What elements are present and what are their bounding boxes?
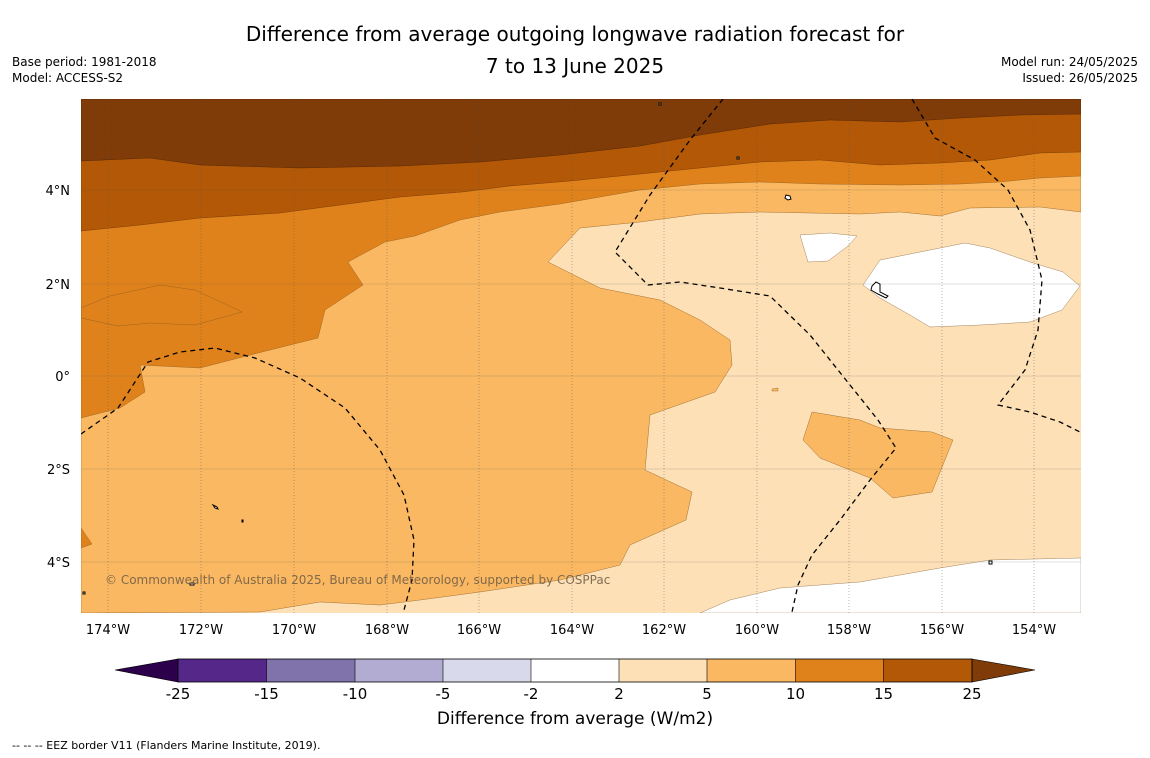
copyright-text: © Commonwealth of Australia 2025, Bureau… (105, 573, 610, 587)
issued-text: Issued: 26/05/2025 (1022, 71, 1138, 85)
region-10-to-15-sw (81, 527, 93, 549)
island-dot-4 (988, 560, 993, 565)
lon-label: 170°W (272, 623, 316, 638)
lat-label: 2°N (46, 278, 71, 293)
colorbar-tick: 2 (614, 685, 624, 703)
colorbar-swatch (443, 659, 531, 682)
colorbar-swatch (795, 659, 884, 682)
colorbar-tick: -5 (436, 685, 451, 703)
island-northern (784, 194, 792, 201)
colorbar-swatch (883, 659, 972, 682)
islands (82, 102, 993, 595)
lon-label: 172°W (179, 623, 223, 638)
island-west (211, 503, 219, 510)
colorbar-over-arrow (971, 658, 1036, 683)
colorbar: -25 -15 -10 -5 -2 2 5 10 15 25 (114, 658, 1036, 703)
colorbar-tick: 15 (874, 685, 893, 703)
gridlines (81, 99, 1081, 613)
meta-left: Base period: 1981-2018 Model: ACCESS-S2 (12, 54, 157, 86)
eez-border-east (911, 99, 1081, 433)
lon-label: 166°W (457, 623, 501, 638)
region-near-zero-north (799, 232, 858, 263)
colorbar-swatch (355, 659, 443, 682)
colorbar-swatch (266, 659, 355, 682)
lon-label: 162°W (642, 623, 686, 638)
colorbar-tick: -10 (343, 685, 368, 703)
title-line-2: 7 to 13 June 2025 (485, 54, 665, 78)
model-run-text: Model run: 24/05/2025 (1000, 55, 1138, 69)
colorbar-tick: -25 (166, 685, 191, 703)
region-25-plus (81, 99, 1081, 169)
region-near-zero-east (862, 242, 1081, 328)
region-5-to-10-dot (771, 387, 779, 392)
lon-label: 164°W (550, 623, 594, 638)
island-dot-2 (658, 102, 662, 106)
lon-label: 158°W (827, 623, 871, 638)
lon-label: 174°W (86, 623, 130, 638)
colorbar-swatch (531, 659, 619, 682)
lat-axis-labels: 4°N 2°N 0° 2°S 4°S (46, 184, 71, 571)
title-line-1: Difference from average outgoing longwav… (245, 22, 905, 46)
colorbar-tick: -2 (524, 685, 539, 703)
colorbar-tick: 5 (702, 685, 712, 703)
island-dot-3 (736, 156, 740, 160)
eez-border-west (81, 347, 415, 611)
island-sw (189, 582, 195, 586)
colorbar-title: Difference from average (W/m2) (436, 709, 714, 729)
lon-label: 154°W (1012, 623, 1056, 638)
colorbar-swatch (178, 659, 267, 682)
island-dot-1 (241, 519, 244, 523)
model-text: Model: ACCESS-S2 (12, 71, 124, 85)
eez-legend-note: -- -- -- EEZ border V11 (Flanders Marine… (12, 739, 321, 752)
lat-label: 0° (55, 370, 70, 385)
colorbar-frame (177, 658, 973, 683)
lon-label: 160°W (735, 623, 779, 638)
island-dot-5 (82, 591, 86, 595)
map-plot-area: © Commonwealth of Australia 2025, Bureau… (81, 99, 1081, 613)
lat-label: 4°N (46, 184, 71, 199)
region-5-to-10-east (802, 411, 954, 499)
colorbar-swatch (619, 659, 707, 682)
lon-label: 156°W (920, 623, 964, 638)
colorbar-swatch (707, 659, 796, 682)
lat-label: 2°S (47, 463, 70, 478)
colorbar-tick: 10 (786, 685, 805, 703)
eez-borders (81, 99, 1081, 613)
lon-label: 168°W (365, 623, 409, 638)
chart-title: Difference from average outgoing longwav… (0, 18, 1150, 82)
eez-border-central (614, 99, 897, 613)
lon-axis-labels: 174°W 172°W 170°W 168°W 166°W 164°W 162°… (86, 623, 1056, 638)
lat-label: 4°S (47, 556, 70, 571)
colorbar-tick: -15 (254, 685, 279, 703)
colorbar-under-arrow (114, 658, 179, 683)
meta-right: Model run: 24/05/2025 Issued: 26/05/2025 (1001, 54, 1138, 86)
island-kiritimati (870, 281, 889, 299)
base-period-text: Base period: 1981-2018 (12, 55, 157, 69)
colorbar-tick: 25 (962, 685, 981, 703)
